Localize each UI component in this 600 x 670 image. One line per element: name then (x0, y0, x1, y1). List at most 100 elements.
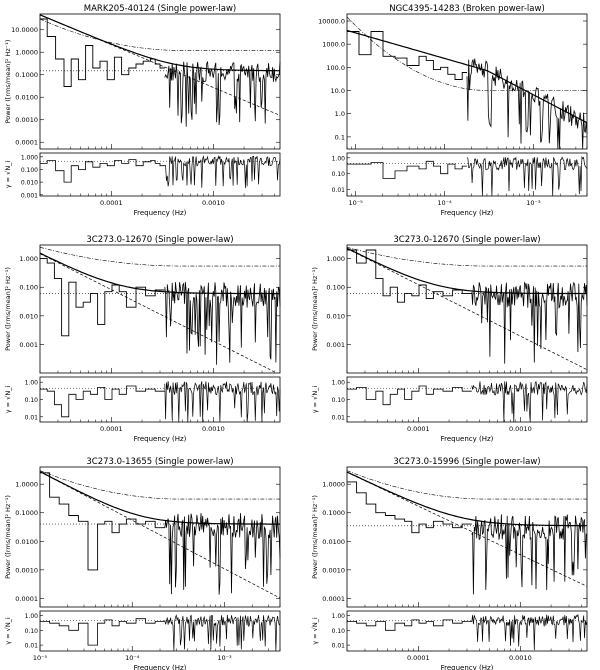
chart-panel: 3C273.0-12670 (Single power-law) 1.000 0.1… (311, 235, 588, 443)
upper-confidence-curve (39, 470, 280, 500)
x-tick-label: 0.0001 (407, 425, 430, 433)
x-tick-label: 0.0010 (509, 654, 532, 662)
chart-title: 3C273.0-15996 (Single power-law) (393, 457, 540, 467)
power-spectrum-noise (164, 513, 281, 595)
power-law-model (39, 471, 281, 599)
power-axes-frame (39, 244, 281, 374)
power-law-model (39, 253, 275, 373)
x-tick-label: 10⁻³ (217, 654, 232, 662)
y-axis-label: Power ([rms/mean]² Hz⁻¹) (311, 267, 319, 351)
y-tick-label: 0.001 (19, 341, 38, 349)
coh-y-tick-label: 0.01 (332, 414, 346, 421)
chart-panel: 3C273.0-13655 (Single power-law) 1.0000 0.… (4, 457, 281, 670)
coh-axis-label: γ = √N_i (311, 386, 319, 414)
coh-axis-label: γ = √N_i (4, 161, 12, 189)
y-tick-label: 0.1000 (15, 71, 38, 79)
x-axis-label: Frequency (Hz) (134, 209, 187, 217)
x-axis-label: Frequency (Hz) (441, 435, 494, 443)
y-tick-label: 0.0001 (322, 595, 345, 603)
power-axes-frame (346, 13, 588, 150)
x-axis-label: Frequency (Hz) (134, 435, 187, 443)
y-tick-label: 0.100 (19, 284, 38, 292)
coh-y-tick-label: 1.000 (21, 154, 38, 161)
coh-y-tick-label: 1.00 (332, 380, 346, 387)
chart-panel: 3C273.0-15996 (Single power-law) 1.0000 0.… (311, 457, 588, 670)
y-tick-label: 1.000 (326, 255, 345, 263)
coherence-axes-frame (39, 152, 281, 197)
coh-y-tick-label: 0.10 (332, 397, 346, 404)
y-tick-label: 0.010 (326, 312, 345, 320)
y-tick-label: 1000.0 (322, 41, 345, 49)
y-tick-label: 1.000 (19, 255, 38, 263)
coh-y-tick-label: 0.001 (21, 192, 38, 199)
coh-y-tick-label: 0.01 (25, 414, 39, 421)
chart-title: 3C273.0-12670 (Single power-law) (86, 235, 233, 245)
y-tick-label: 0.1000 (322, 509, 345, 517)
coherence-noise (164, 614, 281, 652)
coh-y-tick-label: 0.10 (332, 628, 346, 635)
power-spectrum-histogram (347, 31, 467, 80)
y-tick-label: 0.100 (326, 284, 345, 292)
x-axis-label: Frequency (Hz) (441, 209, 494, 217)
coh-y-tick-label: 0.010 (21, 180, 38, 187)
y-tick-label: 10.0 (331, 87, 345, 95)
x-tick-label: 0.0010 (202, 199, 225, 207)
coherence-noise (164, 381, 281, 423)
x-tick-label: 10⁻³ (526, 199, 541, 207)
coh-axis-label: γ = √N_i (311, 617, 319, 645)
y-tick-label: 0.0100 (322, 538, 345, 546)
x-tick-label: 10⁻⁵ (33, 654, 48, 662)
y-tick-label: 0.1000 (15, 509, 38, 517)
x-tick-label: 10⁻⁴ (437, 199, 452, 207)
coh-axis-label: γ = √N_i (4, 386, 12, 414)
x-tick-label: 10⁻⁴ (125, 654, 140, 662)
coherence-noise (471, 613, 588, 651)
power-spectrum-noise (164, 60, 281, 127)
y-tick-label: 0.1 (335, 133, 345, 141)
y-tick-label: 0.0010 (322, 566, 345, 574)
coherence-histogram (40, 159, 165, 183)
power-spectrum-histogram (40, 258, 165, 337)
coherence-histogram (347, 385, 472, 406)
x-axis-label: Frequency (Hz) (134, 664, 187, 670)
upper-confidence-curve (39, 247, 280, 267)
y-tick-label: 0.010 (19, 312, 38, 320)
y-tick-label: 0.0100 (15, 94, 38, 102)
upper-confidence-curve (346, 247, 587, 267)
y-axis-label: Power ([rms/mean]² Hz⁻¹) (4, 267, 12, 351)
coh-y-tick-label: 0.10 (25, 628, 39, 635)
y-tick-label: 100.0 (326, 64, 345, 72)
y-tick-label: 0.0001 (15, 595, 38, 603)
coh-y-tick-label: 0.100 (21, 167, 38, 174)
power-axes-frame (346, 466, 588, 608)
chart-panel: 3C273.0-12670 (Single power-law) 1.000 0.1… (4, 235, 281, 443)
x-tick-label: 10⁻⁵ (348, 199, 363, 207)
y-tick-label: 1.0 (335, 110, 345, 118)
y-tick-label: 0.0001 (15, 139, 38, 147)
chart-title: MARK205-40124 (Single power-law) (84, 4, 236, 14)
coh-y-tick-label: 0.01 (332, 187, 346, 194)
coh-axis-label: γ = √N_i (4, 617, 12, 645)
power-spectrum-histogram (347, 249, 472, 303)
x-tick-label: 0.0001 (100, 199, 123, 207)
y-axis-label: Power ([rms/mean]² Hz⁻¹) (4, 40, 12, 124)
power-spectrum-noise (471, 281, 588, 364)
x-tick-label: 0.0010 (202, 425, 225, 433)
total-model-curve (346, 29, 588, 124)
coh-y-tick-label: 0.01 (332, 643, 346, 650)
total-model-curve (39, 14, 280, 72)
coherence-noise (471, 380, 588, 423)
power-spectrum-noise (466, 58, 588, 150)
x-tick-label: 0.0010 (509, 425, 532, 433)
power-spectrum-histogram (40, 472, 165, 571)
y-tick-label: 0.0010 (15, 116, 38, 124)
total-model-curve (39, 471, 280, 525)
total-model-curve (346, 471, 587, 527)
chart-title: 3C273.0-13655 (Single power-law) (86, 457, 233, 467)
y-axis-label: Power ([rms/mean]² Hz⁻¹) (4, 495, 12, 579)
coherence-histogram (40, 385, 165, 418)
coherence-noise (466, 155, 588, 197)
chart-title: 3C273.0-12670 (Single power-law) (393, 235, 540, 245)
y-axis-label: Power ([rms/mean]² Hz⁻¹) (311, 495, 319, 579)
power-spectrum-noise (164, 282, 281, 365)
